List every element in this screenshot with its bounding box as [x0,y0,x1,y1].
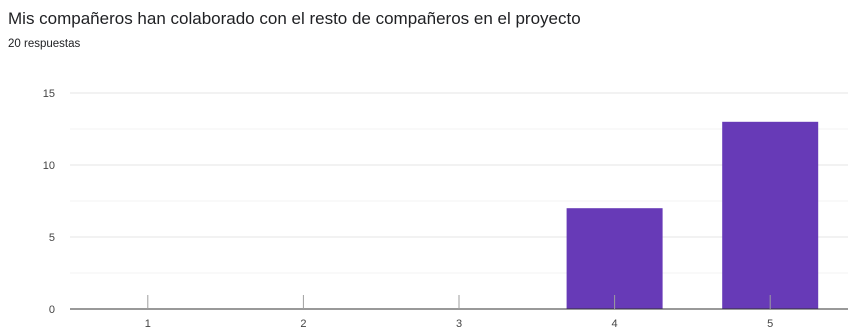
x-tick-label: 5 [767,318,773,330]
y-tick-label: 15 [43,88,55,100]
bar-4 [566,208,663,309]
x-tick-label: 1 [145,318,151,330]
x-tick-label: 2 [300,318,306,330]
response-count: 20 respuestas [8,38,81,50]
y-axis-ticks: 0 5 10 15 [43,88,55,316]
y-tick-label: 10 [43,160,55,172]
bar-5 [722,121,819,309]
x-tick-label: 4 [612,318,618,330]
bars [566,121,819,309]
x-tick-label: 3 [456,318,462,330]
x-axis: 1 2 3 4 5 [70,295,848,330]
chart-title: Mis compañeros han colaborado con el res… [8,9,581,28]
y-tick-label: 5 [49,232,55,244]
y-tick-label: 0 [49,304,55,316]
gridlines [70,92,848,274]
